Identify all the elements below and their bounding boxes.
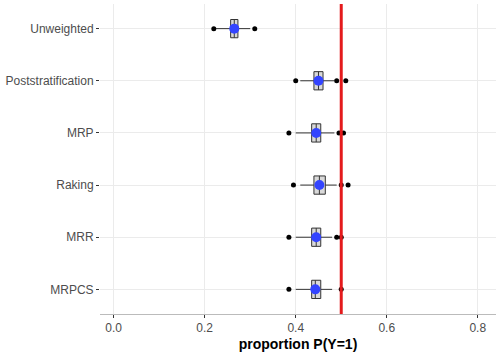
svg-text:0.0: 0.0 — [105, 321, 122, 335]
svg-text:MRP: MRP — [67, 126, 94, 140]
svg-text:0.2: 0.2 — [196, 321, 213, 335]
svg-text:Unweighted: Unweighted — [30, 22, 93, 36]
svg-text:MRPCS: MRPCS — [50, 283, 93, 297]
svg-text:proportion P(Y=1): proportion P(Y=1) — [239, 336, 358, 352]
svg-text:0.6: 0.6 — [378, 321, 395, 335]
svg-text:0.8: 0.8 — [469, 321, 486, 335]
svg-text:Raking: Raking — [56, 178, 93, 192]
svg-text:0.4: 0.4 — [287, 321, 304, 335]
svg-text:Poststratification: Poststratification — [6, 74, 94, 88]
svg-text:MRR: MRR — [66, 230, 94, 244]
